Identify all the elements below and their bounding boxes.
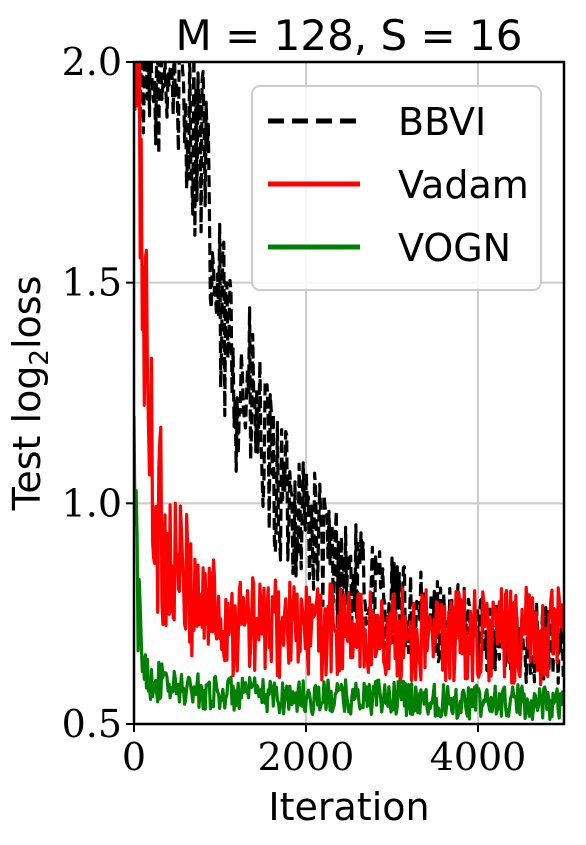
y-tick-label: 1.0 xyxy=(62,481,122,525)
chart-title: M = 128, S = 16 xyxy=(176,11,523,60)
x-axis-label: Iteration xyxy=(268,785,429,829)
x-axis-ticks: 0 2000 4000 xyxy=(122,724,526,779)
y-axis-label: Test log2loss xyxy=(5,276,55,512)
series-line-vadam xyxy=(134,62,564,687)
y-axis-ticks: 0.5 1.0 1.5 2.0 xyxy=(62,40,134,746)
y-axis-label-sub: 2 xyxy=(25,349,55,366)
legend-label-vogn: VOGN xyxy=(398,226,511,270)
y-tick-label: 1.5 xyxy=(62,261,122,305)
plot-frame xyxy=(132,60,566,726)
y-axis-label-suffix: loss xyxy=(5,276,49,349)
series-layer xyxy=(134,62,564,721)
x-tick-label: 0 xyxy=(122,735,146,779)
legend-box xyxy=(251,85,542,291)
x-tick-label: 2000 xyxy=(258,735,355,779)
x-tick-label: 4000 xyxy=(430,735,527,779)
y-axis-label-main: Test log xyxy=(5,366,49,512)
legend: BBVI Vadam VOGN xyxy=(251,85,542,291)
y-tick-label: 0.5 xyxy=(62,702,122,746)
series-line-vogn xyxy=(134,415,564,721)
legend-label-vadam: Vadam xyxy=(398,163,529,207)
y-tick-label: 2.0 xyxy=(62,40,122,84)
legend-label-bbvi: BBVI xyxy=(398,100,486,144)
